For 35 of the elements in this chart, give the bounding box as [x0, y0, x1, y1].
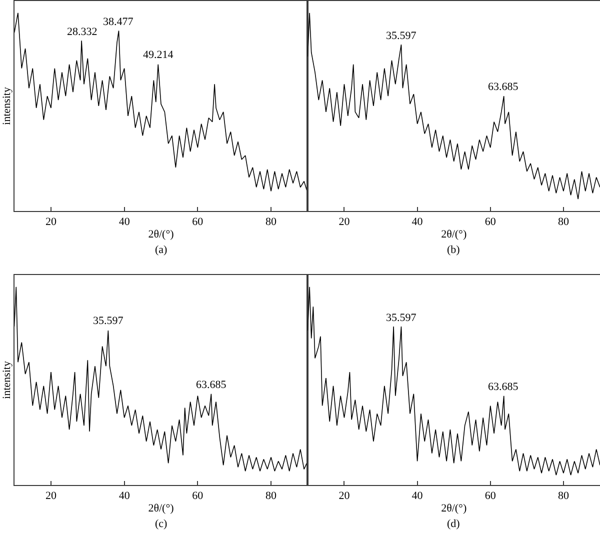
annotation: 28.332 [67, 26, 98, 38]
y-axis-title: intensity [1, 360, 14, 399]
annotation: 38.477 [103, 16, 134, 28]
annotation: 49.214 [143, 49, 174, 61]
annotation: 35.597 [386, 312, 417, 324]
text: (d) [447, 518, 460, 530]
x-axis-title: 2θ/(°) [148, 228, 174, 240]
x-tick-label: 80 [266, 216, 278, 228]
x-tick-label: 40 [412, 490, 424, 502]
x-tick-label: 80 [266, 490, 278, 502]
x-tick-label: 60 [484, 490, 496, 502]
text: (b) [447, 244, 460, 256]
y-axis-title: intensity [1, 86, 14, 125]
text: (c) [155, 518, 168, 530]
annotation: 35.597 [386, 30, 417, 42]
x-axis-title: 2θ/(°) [441, 228, 467, 240]
text: (a) [155, 244, 168, 256]
x-tick-label: 80 [558, 490, 570, 502]
annotation: 63.685 [488, 381, 519, 393]
x-tick-label: 20 [45, 490, 57, 502]
x-tick-label: 40 [412, 216, 424, 228]
x-tick-label: 60 [192, 490, 204, 502]
x-tick-label: 40 [118, 490, 130, 502]
annotation: 35.597 [93, 315, 124, 327]
x-tick-label: 40 [118, 216, 130, 228]
annotation: 63.685 [488, 81, 519, 93]
x-tick-label: 60 [484, 216, 496, 228]
x-tick-label: 20 [338, 216, 350, 228]
x-axis-title: 2θ/(°) [441, 502, 467, 514]
x-tick-label: 20 [338, 490, 350, 502]
x-tick-label: 60 [192, 216, 204, 228]
x-axis-title: 2θ/(°) [148, 502, 174, 514]
x-tick-label: 20 [45, 216, 57, 228]
annotation: 63.685 [196, 379, 227, 391]
x-tick-label: 80 [558, 216, 570, 228]
